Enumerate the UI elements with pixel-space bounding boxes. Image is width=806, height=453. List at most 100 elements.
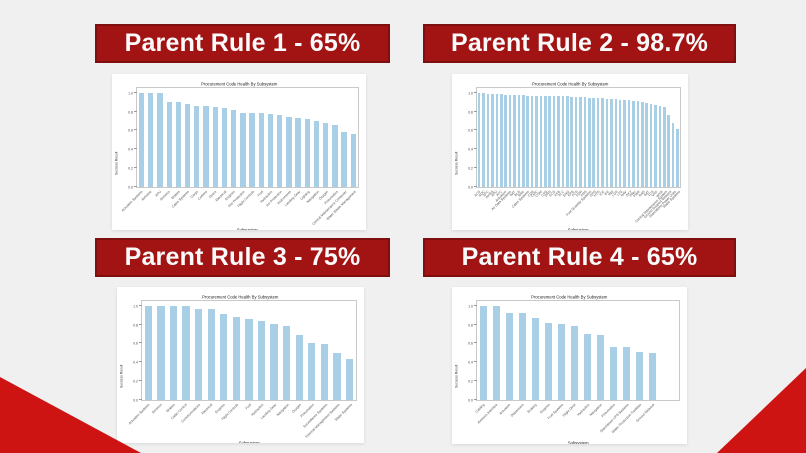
y-tick-mark	[474, 91, 477, 93]
y-tick-mark	[134, 167, 137, 169]
y-tick-mark	[139, 342, 142, 344]
bar	[313, 121, 320, 187]
chart-title: Procurement Code Health By Subsystem	[531, 295, 608, 300]
y-tick-label: 0.6	[128, 129, 133, 133]
y-tick-label: 0.8	[468, 323, 473, 327]
x-axis-label: Subsystem	[141, 437, 357, 443]
bar	[632, 101, 635, 187]
bar	[618, 100, 622, 187]
x-tick-label: Engines	[214, 403, 227, 415]
bar	[332, 124, 338, 187]
bar	[592, 98, 596, 187]
bar	[574, 97, 578, 187]
bar	[240, 112, 246, 187]
y-tick-label: 0.8	[133, 323, 138, 327]
y-tick-mark	[134, 148, 137, 150]
bars	[142, 301, 356, 400]
x-tick-label: Fuel	[244, 403, 252, 411]
bar	[530, 95, 534, 187]
bar	[499, 93, 503, 187]
bars	[137, 88, 358, 187]
plot-wrap: 1.0 0.8 0.6 0.4 0.2 0.0 ACS ADC AFC AHRS APU ATC Ac…	[468, 87, 681, 230]
bar	[492, 305, 501, 400]
y-tick-label: 0.0	[133, 398, 138, 403]
y-tick-mark	[474, 304, 477, 306]
bar	[627, 100, 631, 187]
bar	[249, 113, 255, 187]
bar	[610, 99, 613, 187]
x-tick-label: Braking	[526, 403, 538, 414]
plot-area: 1.0 0.8 0.6 0.4 0.2 0.0	[128, 87, 359, 189]
x-tick-labels: Actuation Systems Airframe APU Avionics Brak…	[121, 189, 359, 226]
bar	[166, 102, 172, 187]
bar	[267, 114, 274, 187]
x-tick-label: Electrical	[201, 403, 214, 416]
bar-chart-1: Procurement Code Health By Subsystem Suc…	[112, 74, 366, 230]
bar	[308, 343, 316, 400]
x-tick-label: Brakes	[165, 403, 176, 414]
y-tick-mark	[134, 91, 137, 93]
x-tick-label: Actuation Systems	[120, 190, 144, 213]
bar	[323, 122, 329, 187]
y-tick-mark	[134, 129, 137, 131]
bar	[220, 314, 228, 400]
chart-panel-2: Procurement Code Health By Subsystem Suc…	[452, 74, 688, 230]
corner-triangle-bottom-right	[717, 368, 806, 453]
bar	[295, 118, 301, 187]
chart-panel-3: Procurement Code Health By Subsystem Suc…	[117, 287, 364, 443]
bar	[667, 115, 670, 187]
bars	[477, 88, 680, 187]
bar	[583, 97, 587, 187]
y-tick-label: 0.2	[128, 166, 133, 171]
y-tick-mark	[474, 110, 477, 112]
banner-parent-rule-1-label: Parent Rule 1 - 65%	[124, 29, 361, 57]
bar	[648, 352, 657, 400]
y-tick-mark	[474, 186, 477, 187]
bar	[640, 102, 644, 187]
bar	[539, 95, 543, 187]
bar	[570, 97, 573, 187]
chart-title: Procurement Code Health By Subsystem	[531, 82, 609, 87]
y-tick-mark	[139, 380, 142, 382]
y-tick-mark	[474, 148, 477, 150]
bar	[212, 106, 218, 187]
y-tick-label: 1.0	[468, 91, 473, 96]
y-tick-label: 0.0	[468, 185, 473, 190]
y-tick-mark	[474, 361, 477, 363]
y-tick-mark	[134, 186, 137, 187]
chart-title: Procurement Code Health By Subsystem	[200, 82, 278, 87]
chart-panel-1: Procurement Code Health By Subsystem Suc…	[112, 74, 366, 230]
y-tick-mark	[474, 129, 477, 131]
bar	[531, 317, 540, 400]
bar	[649, 104, 653, 187]
x-tick-label: Dispensers	[509, 403, 525, 418]
y-tick-mark	[474, 167, 477, 169]
y-tick-label: 0.6	[468, 129, 473, 133]
bar	[645, 103, 648, 187]
bar	[658, 105, 662, 187]
bar	[295, 334, 303, 400]
y-tick-label: 0.8	[468, 110, 473, 114]
bar	[596, 334, 605, 400]
bar	[518, 313, 527, 400]
bar	[270, 323, 278, 400]
bar	[320, 344, 329, 400]
bar	[221, 107, 228, 187]
bar	[622, 347, 631, 400]
banner-parent-rule-4-label: Parent Rule 4 - 65%	[461, 243, 698, 271]
plot-area: 1.0 0.8 0.6 0.4 0.2 0.0	[468, 300, 680, 402]
y-tick-mark	[474, 399, 477, 400]
bar	[276, 115, 283, 187]
y-tick-mark	[134, 110, 137, 112]
bar	[182, 305, 190, 400]
bar	[148, 92, 154, 187]
bar	[505, 313, 514, 400]
x-axis-label: Subsystem	[476, 224, 681, 230]
bars	[477, 301, 659, 400]
bar	[479, 305, 488, 400]
bar	[535, 95, 538, 187]
x-tick-label: Oxygen	[291, 403, 303, 414]
bar	[596, 98, 600, 187]
bar	[561, 96, 565, 187]
bar	[345, 358, 354, 400]
